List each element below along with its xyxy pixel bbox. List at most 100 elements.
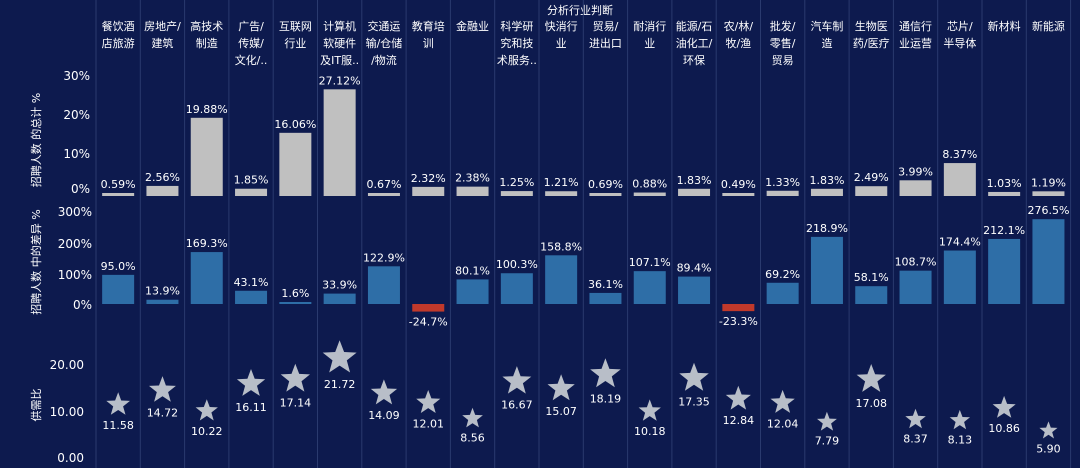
ratio-star-marker <box>590 358 621 388</box>
ratio-data-label: 17.14 <box>280 397 312 410</box>
share-data-label: 2.38% <box>455 172 490 185</box>
diff-bar-negative <box>412 304 445 312</box>
category-label: 店旅游 <box>102 36 135 50</box>
share-bar <box>412 186 445 196</box>
share-data-label: 8.37% <box>942 148 977 161</box>
diff-bar <box>545 255 578 304</box>
diff-data-label: 13.9% <box>145 285 180 298</box>
category-label: 汽车制 <box>810 19 843 33</box>
category-label: 软硬件 <box>323 36 356 50</box>
y-tick-label: 20.00 <box>50 358 84 372</box>
category-label: 建筑 <box>151 36 173 50</box>
diff-bar <box>855 286 888 304</box>
share-bar <box>102 193 135 196</box>
share-bar <box>235 188 268 196</box>
ratio-star-marker <box>679 362 709 391</box>
ratio-star-marker <box>905 408 926 429</box>
diff-data-label: 33.9% <box>322 279 357 292</box>
diff-data-label: 122.9% <box>363 251 405 264</box>
diff-data-label: 36.1% <box>588 278 623 291</box>
share-bar <box>589 193 622 196</box>
share-bar <box>190 117 223 196</box>
ratio-data-label: 16.11 <box>235 401 267 414</box>
share-data-label: 1.25% <box>499 176 534 189</box>
diff-bar <box>899 270 932 304</box>
diff-bar <box>633 271 666 304</box>
ratio-star-marker <box>280 363 310 392</box>
category-label: 批发/ <box>770 19 796 33</box>
y-tick-label: 10.00 <box>50 405 84 419</box>
diff-bar <box>146 299 179 304</box>
y-axis-label: 招聘人数 的总计 % <box>29 93 43 187</box>
category-label: 餐饮酒 <box>102 19 135 33</box>
share-data-label: 16.06% <box>274 118 316 131</box>
y-axis-label: 供需比 <box>29 389 43 422</box>
share-data-label: 0.59% <box>101 178 136 191</box>
category-label: 传媒/ <box>238 37 264 50</box>
category-label: 文化/.. <box>235 53 268 67</box>
category-label: 业 <box>644 37 655 50</box>
share-data-label: 0.67% <box>366 178 401 191</box>
y-tick-label: 0% <box>71 182 90 196</box>
ratio-star-marker <box>322 340 357 373</box>
diff-bar <box>500 273 533 304</box>
diff-bar <box>456 279 489 304</box>
share-bar <box>323 89 356 196</box>
ratio-data-label: 12.01 <box>413 417 445 430</box>
ratio-star-marker <box>856 364 886 392</box>
diff-data-label: 69.2% <box>765 268 800 281</box>
ratio-data-label: 16.67 <box>501 398 533 411</box>
y-tick-label: 100% <box>58 268 92 282</box>
category-label: 通信行 <box>899 20 932 33</box>
share-data-label: 1.21% <box>544 176 579 189</box>
category-label: 房地产/ <box>144 19 181 33</box>
share-data-label: 1.19% <box>1031 176 1066 189</box>
category-label: /物流 <box>371 53 397 67</box>
diff-data-label: 89.4% <box>677 262 712 275</box>
share-data-label: 0.88% <box>632 178 667 191</box>
ratio-data-label: 15.07 <box>545 405 577 418</box>
ratio-data-label: 18.19 <box>590 392 622 405</box>
category-label: 业运营 <box>899 36 932 50</box>
category-label: 进出口 <box>589 36 622 50</box>
diff-bar <box>988 238 1021 304</box>
diff-bar <box>235 290 268 304</box>
ratio-data-label: 10.18 <box>634 425 666 438</box>
diff-bar <box>589 292 622 304</box>
ratio-star-marker <box>992 395 1016 418</box>
share-data-label: 0.49% <box>721 178 756 191</box>
y-tick-label: 0% <box>73 298 92 312</box>
diff-bar <box>1032 219 1065 304</box>
category-label: 生物医 <box>855 19 888 33</box>
diff-bar <box>190 252 223 304</box>
ratio-star-marker <box>106 392 130 415</box>
category-label: 牧/渔 <box>725 36 751 50</box>
diff-data-label: 158.8% <box>540 240 582 253</box>
share-data-label: 2.56% <box>145 171 180 184</box>
share-bar <box>810 188 843 196</box>
ratio-data-label: 17.08 <box>856 397 888 410</box>
diff-data-label: 107.1% <box>629 256 671 269</box>
diff-data-label: 212.1% <box>983 224 1025 237</box>
category-label: 行业 <box>284 37 306 50</box>
category-label: 造 <box>821 36 832 50</box>
diff-bar <box>102 274 135 304</box>
ratio-data-label: 8.13 <box>948 433 973 446</box>
ratio-star-marker <box>416 390 441 413</box>
diff-data-label: -23.3% <box>719 315 758 328</box>
share-bar <box>633 192 666 196</box>
y-tick-label: 300% <box>58 205 92 219</box>
ratio-star-marker <box>195 399 218 421</box>
diff-data-label: 1.6% <box>281 287 309 300</box>
diff-data-label: 108.7% <box>895 256 937 269</box>
diff-data-label: 100.3% <box>496 258 538 271</box>
ratio-data-label: 5.90 <box>1036 442 1061 455</box>
y-tick-label: 30% <box>63 69 90 83</box>
share-data-label: 2.49% <box>854 171 889 184</box>
ratio-data-label: 8.56 <box>460 432 485 445</box>
diff-bar <box>279 302 312 304</box>
share-bar <box>766 190 799 196</box>
category-label: 耐消行 <box>633 19 666 33</box>
category-label: 半导体 <box>943 36 976 50</box>
ratio-star-marker <box>149 376 176 402</box>
